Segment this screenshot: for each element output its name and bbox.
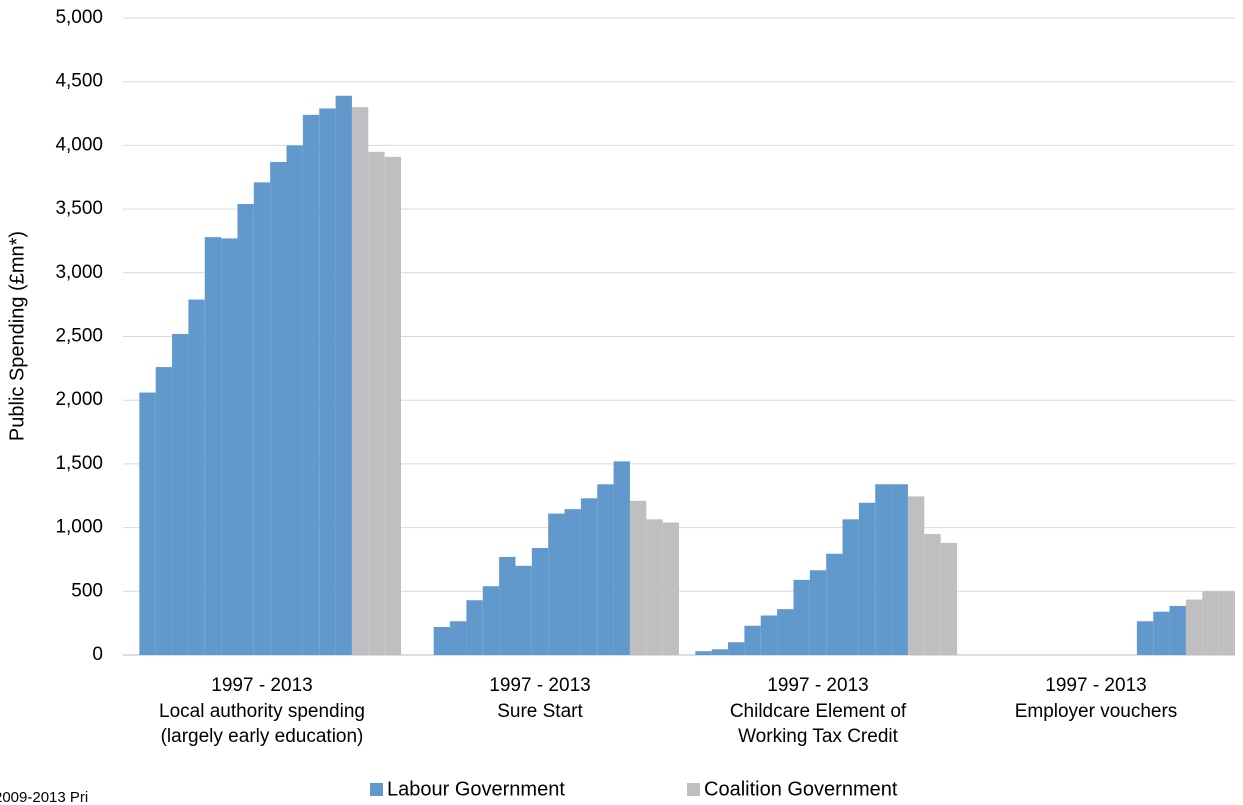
bar [237, 204, 254, 655]
bar [482, 586, 500, 655]
bar [826, 553, 843, 655]
bar [351, 107, 369, 656]
bar [924, 533, 941, 655]
bar [564, 509, 581, 655]
bar [777, 609, 794, 655]
x-tick-label: 1997 - 2013 [489, 675, 590, 696]
bar [793, 579, 810, 655]
bar [270, 161, 287, 655]
bar [368, 151, 385, 655]
bar [286, 145, 303, 655]
y-tick-label: 2,500 [55, 326, 103, 347]
bar [760, 615, 778, 655]
bar [384, 156, 401, 655]
bar [1218, 591, 1235, 655]
bar [597, 484, 614, 655]
bar [809, 570, 827, 655]
y-tick-label: 4,000 [55, 134, 103, 155]
y-axis-title: Public Spending (£mn*) [6, 231, 28, 441]
bar [450, 621, 467, 655]
bar [580, 498, 598, 655]
bar [204, 237, 222, 656]
legend-swatch [370, 783, 383, 796]
bar [155, 367, 173, 655]
bar [1153, 611, 1170, 655]
bar [548, 513, 565, 655]
legend-label: Labour Government [387, 778, 565, 800]
x-tick-label: 1997 - 2013 [211, 675, 312, 696]
y-tick-label: 5,000 [55, 7, 103, 28]
bar [1136, 621, 1154, 655]
x-group-name: Working Tax Credit [738, 726, 899, 747]
bar [744, 625, 761, 655]
bar [613, 461, 630, 655]
x-group-name: Childcare Element of [730, 701, 907, 722]
bar [253, 182, 271, 655]
x-group-name: (largely early education) [161, 726, 364, 747]
bar [433, 626, 451, 655]
bar [319, 108, 336, 656]
y-tick-label: 500 [71, 580, 103, 601]
bar [531, 547, 549, 655]
bar [1185, 599, 1203, 655]
x-tick-label: 1997 - 2013 [1045, 675, 1146, 696]
y-tick-label: 1,000 [55, 517, 103, 538]
bar [221, 238, 238, 656]
source-note: 2009-2013 Pri [0, 789, 88, 805]
bar [335, 95, 352, 656]
bar [499, 556, 516, 655]
bar [139, 392, 156, 655]
bar [875, 484, 892, 655]
x-group-name: Sure Start [497, 701, 583, 722]
bar [1169, 605, 1186, 655]
bar [188, 299, 205, 655]
y-tick-label: 2,000 [55, 389, 103, 410]
bar [466, 600, 483, 655]
bar [891, 484, 908, 655]
bar [302, 114, 320, 656]
bar [515, 565, 532, 655]
bar [940, 542, 957, 655]
bar [662, 522, 679, 655]
bar [629, 500, 647, 655]
bar [858, 502, 876, 655]
y-tick-label: 0 [92, 644, 103, 665]
y-tick-label: 4,500 [55, 71, 103, 92]
bar [646, 519, 663, 655]
bar [842, 519, 859, 655]
y-tick-label: 3,000 [55, 262, 103, 283]
legend-label: Coalition Government [704, 778, 898, 800]
bar [695, 651, 712, 655]
bar [1202, 591, 1219, 655]
x-group-name: Employer vouchers [1015, 701, 1178, 722]
bar [172, 333, 189, 655]
bar [907, 496, 925, 655]
bar [711, 649, 729, 655]
y-tick-label: 3,500 [55, 198, 103, 219]
x-tick-label: 1997 - 2013 [767, 675, 868, 696]
bar [728, 642, 745, 655]
x-group-name: Local authority spending [159, 701, 365, 722]
legend-swatch [687, 783, 700, 796]
y-tick-label: 1,500 [55, 453, 103, 474]
